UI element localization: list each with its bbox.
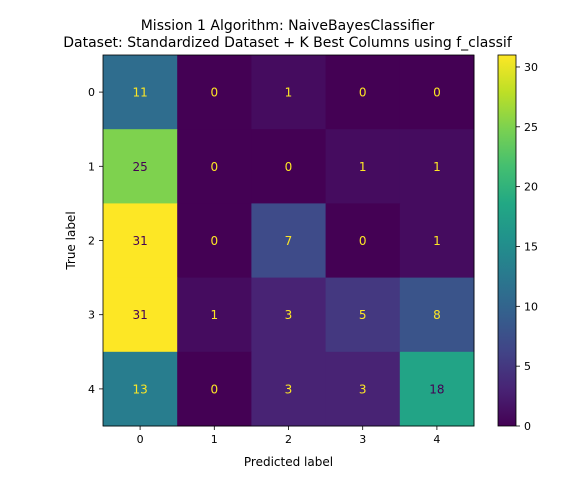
colorbar-tick-label-5: 5 [524, 360, 531, 373]
cell-2-2 [251, 203, 327, 279]
cell-4-0 [103, 351, 178, 427]
x-tick-label-1: 1 [211, 433, 218, 446]
cell-1-1 [177, 129, 252, 204]
cell-value-4-4: 18 [429, 382, 444, 396]
y-tick-label-2: 2 [88, 235, 95, 248]
cell-3-3 [325, 277, 401, 353]
y-tick-label-3: 3 [88, 309, 95, 322]
cell-1-2 [251, 129, 327, 204]
cell-0-4 [399, 55, 475, 130]
cell-value-0-1: 0 [210, 86, 218, 100]
cell-3-4 [399, 277, 475, 353]
cell-value-3-3: 5 [359, 308, 367, 322]
y-tick-label-1: 1 [88, 160, 95, 173]
x-axis-label: Predicted label [244, 455, 333, 469]
cell-value-4-2: 3 [285, 382, 293, 396]
colorbar-tick-label-30: 30 [524, 61, 538, 74]
colorbar-frame [497, 54, 517, 427]
cell-value-3-1: 1 [210, 308, 218, 322]
cell-value-1-3: 1 [359, 160, 367, 174]
cell-value-0-0: 11 [132, 86, 147, 100]
cell-2-1 [177, 203, 252, 279]
cell-value-3-2: 3 [285, 308, 293, 322]
x-tick-label-2: 2 [285, 433, 292, 446]
colorbar-tick-label-20: 20 [524, 181, 538, 194]
colorbar-tick-label-10: 10 [524, 300, 538, 313]
cell-value-2-0: 31 [132, 234, 147, 248]
cell-4-1 [177, 351, 252, 427]
cell-value-2-1: 0 [210, 234, 218, 248]
cell-value-3-0: 31 [132, 308, 147, 322]
cell-3-2 [251, 277, 327, 353]
chart-title-line2: Dataset: Standardized Dataset + K Best C… [63, 35, 512, 51]
colorbar-tick-label-0: 0 [524, 420, 531, 433]
colorbar-tick-label-25: 25 [524, 121, 538, 134]
y-tick-label-0: 0 [88, 86, 95, 99]
cell-value-2-3: 0 [359, 234, 367, 248]
cell-value-4-0: 13 [132, 382, 147, 396]
cell-0-1 [177, 55, 252, 130]
cell-4-3 [325, 351, 401, 427]
colorbar-tick-label-15: 15 [524, 240, 538, 253]
cell-value-4-1: 0 [210, 382, 218, 396]
cell-3-0 [103, 277, 178, 353]
cell-4-2 [251, 351, 327, 427]
cell-value-0-4: 0 [433, 86, 441, 100]
cell-2-3 [325, 203, 401, 279]
y-tick-label-4: 4 [88, 383, 95, 396]
cell-value-1-1: 0 [210, 160, 218, 174]
chart-title-line1: Mission 1 Algorithm: NaiveBayesClassifie… [140, 18, 435, 34]
cell-value-1-0: 25 [132, 160, 147, 174]
cell-0-3 [325, 55, 401, 130]
cell-1-0 [103, 129, 178, 204]
cell-value-0-2: 1 [285, 86, 293, 100]
colorbar [498, 55, 516, 426]
cell-4-4 [399, 351, 475, 427]
x-tick-label-0: 0 [137, 433, 144, 446]
cell-2-0 [103, 203, 178, 279]
cell-value-4-3: 3 [359, 382, 367, 396]
cell-value-0-3: 0 [359, 86, 367, 100]
cell-0-0 [103, 55, 178, 130]
cell-value-3-4: 8 [433, 308, 441, 322]
cell-0-2 [251, 55, 327, 130]
y-axis-label: True label [64, 211, 78, 270]
cell-value-1-4: 1 [433, 160, 441, 174]
cell-3-1 [177, 277, 252, 353]
cell-2-4 [399, 203, 475, 279]
cell-value-2-2: 7 [285, 234, 293, 248]
cell-1-3 [325, 129, 401, 204]
cell-value-1-2: 0 [285, 160, 293, 174]
x-tick-label-4: 4 [433, 433, 440, 446]
x-tick-label-3: 3 [359, 433, 366, 446]
cell-value-2-4: 1 [433, 234, 441, 248]
cell-1-4 [399, 129, 475, 204]
